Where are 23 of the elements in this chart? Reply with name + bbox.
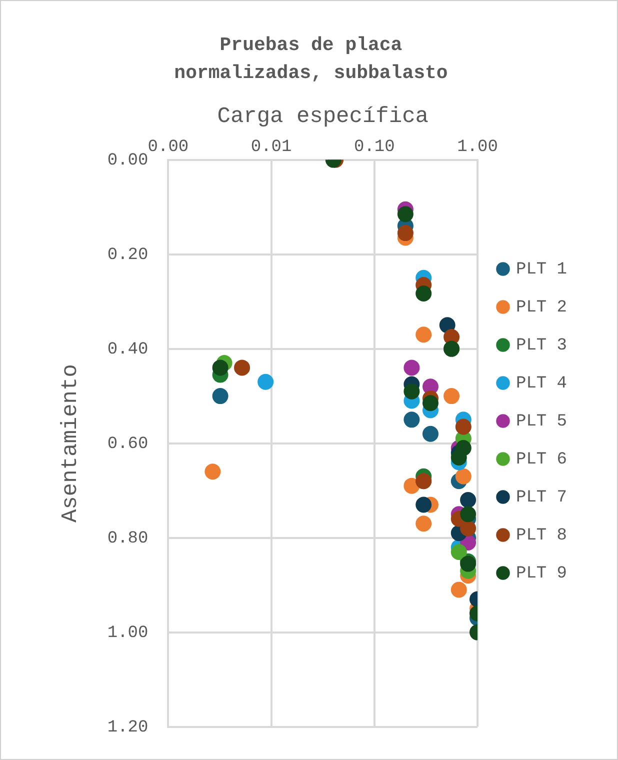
legend-label: PLT 3	[516, 336, 568, 356]
y-tick-label: 0.60	[107, 434, 148, 454]
legend-label: PLT 5	[516, 412, 568, 432]
y-tick-label: 0.00	[107, 151, 148, 170]
y-tick-label: 0.20	[107, 246, 148, 265]
x-tick-label: 0.01	[250, 138, 292, 158]
x-tick-label: 0.00	[148, 138, 189, 158]
x-tick-label: 1.00	[457, 138, 498, 158]
chart-title: Pruebas de placa normalizadas, subbalasto	[173, 33, 449, 86]
legend-label: PLT 9	[516, 564, 568, 584]
legend-label: PLT 7	[516, 488, 568, 508]
x-axis-title: Carga específica	[217, 104, 428, 130]
legend-label: PLT 2	[516, 298, 568, 318]
legend-label: PLT 1	[516, 260, 568, 280]
y-tick-label: 0.40	[107, 340, 148, 360]
legend-label: PLT 8	[516, 526, 568, 546]
y-tick-label: 1.00	[107, 624, 148, 643]
y-tick-label: 1.20	[107, 718, 148, 738]
y-tick-label: 0.80	[107, 529, 148, 548]
legend-label: PLT 6	[516, 450, 568, 470]
x-tick-label: 0.10	[354, 138, 395, 158]
legend-label: PLT 4	[516, 374, 568, 394]
y-axis-title: Asentamiento	[58, 364, 84, 523]
